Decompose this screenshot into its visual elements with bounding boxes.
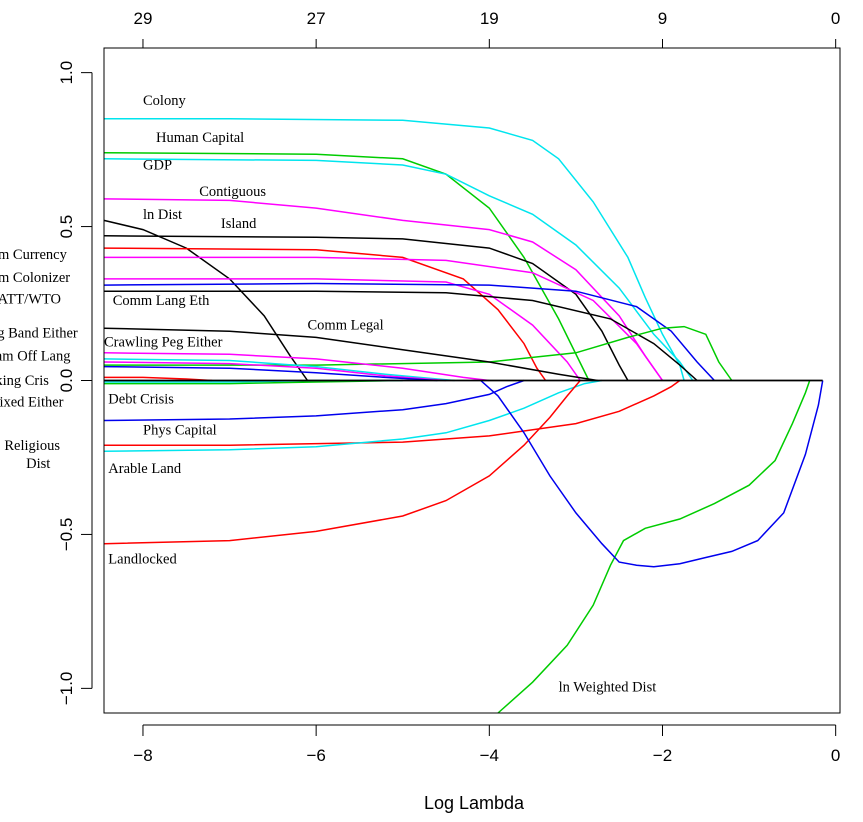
series-line-island: [103, 235, 629, 381]
series-line-colony: [104, 118, 685, 381]
series-line-comm-colonizer-2: [104, 278, 581, 381]
series-label-comm-currency: Comm Currency: [0, 247, 68, 263]
series-line-mvng-band-either: [103, 327, 598, 382]
series-label-ln-dist: ln Dist: [143, 207, 182, 223]
x-tick-label: −6: [306, 746, 325, 765]
x-tick-label: −8: [133, 746, 152, 765]
y-tick-label: 1.0: [57, 61, 76, 85]
series-label-religious: Religious: [4, 438, 60, 454]
x-tick-label: −4: [480, 746, 499, 765]
series-label-mvng-band-either: Mvng Band Either: [0, 325, 78, 341]
series-line-comm-colonizer: [104, 256, 664, 381]
y-tick-label: 0.0: [57, 369, 76, 393]
series-line-phys-capital: [103, 379, 525, 422]
series-label-comm-lang-eth: Comm Lang Eth: [113, 293, 210, 309]
series-label-arable-land: Arable Land: [108, 461, 182, 477]
series-label-phys-capital: Phys Capital: [143, 422, 217, 438]
plot-frame: [103, 47, 841, 714]
series-label-comm-colonizer: Comm Colonizer: [0, 270, 70, 286]
x-axis-title: Log Lambda: [424, 793, 525, 813]
series-line-ln-weighted-dist: [497, 380, 811, 714]
series-label-island: Island: [221, 216, 257, 232]
series-line-religious-dist: [104, 379, 681, 446]
series-label-gatt-wto: GATT/WTO: [0, 292, 61, 308]
top-tick-label: 0: [831, 9, 840, 28]
top-tick-label: 27: [307, 9, 326, 28]
series-label-colony: Colony: [143, 93, 186, 109]
series-line-comm-currency: [103, 247, 547, 381]
series-line-comm-lang-eth: [104, 290, 698, 382]
series-line-ln-weighted-dist-2: [480, 379, 824, 568]
series-line-comm-off-lang: [103, 358, 455, 382]
series-label-human-capital: Human Capital: [156, 130, 244, 146]
top-tick-label: 9: [658, 9, 667, 28]
series-lines: [103, 118, 824, 714]
series-label-crawling-peg-either: Crawling Peg Either: [104, 335, 223, 351]
series-label-debt-crisis: Debt Crisis: [108, 392, 174, 408]
series-line-gdp: [103, 158, 694, 381]
series-line-arable-land: [103, 379, 603, 453]
series-labels: Colony Human Capital GDP Contiguous ln Dist I…: [0, 93, 656, 695]
series-label-ln-weighted-dist: ln Weighted Dist: [559, 679, 657, 695]
series-line-landlocked: [103, 380, 581, 545]
series-label-comm-legal: Comm Legal: [308, 318, 384, 334]
x-tick-label: −2: [653, 746, 672, 765]
plot-border: [103, 47, 841, 714]
series-label-gdp: GDP: [143, 158, 172, 174]
series-line-comm-off-lang-2: [103, 361, 447, 382]
series-line-comm-legal: [104, 325, 733, 381]
series-label-comm-off-lang: Comm Off Lang: [0, 349, 70, 365]
series-line-human-capital: [103, 151, 590, 381]
y-tick-label: −1.0: [57, 672, 76, 706]
series-line-gatt-wto: [103, 282, 715, 382]
series-label-dist: Dist: [26, 456, 50, 472]
series-label-contiguous: Contiguous: [199, 184, 266, 200]
y-tick-label: −0.5: [57, 518, 76, 552]
series-line-crawling-peg-either: [103, 352, 490, 382]
axes: −8 −6 −4 −2 0 29 27 19 9 0 1.0 0.5 0.0 −0.5 −1.0: [57, 9, 840, 765]
top-tick-label: 19: [480, 9, 499, 28]
y-tick-label: 0.5: [57, 215, 76, 239]
top-tick-label: 29: [134, 9, 153, 28]
series-label-fixed-either: Fixed Either: [0, 395, 64, 411]
series-label-landlocked: Landlocked: [108, 552, 177, 568]
series-line-bnking-cris-2: [103, 365, 438, 382]
series-label-bnking-cris: Bnking Cris: [0, 373, 49, 389]
x-tick-label: 0: [831, 746, 840, 765]
